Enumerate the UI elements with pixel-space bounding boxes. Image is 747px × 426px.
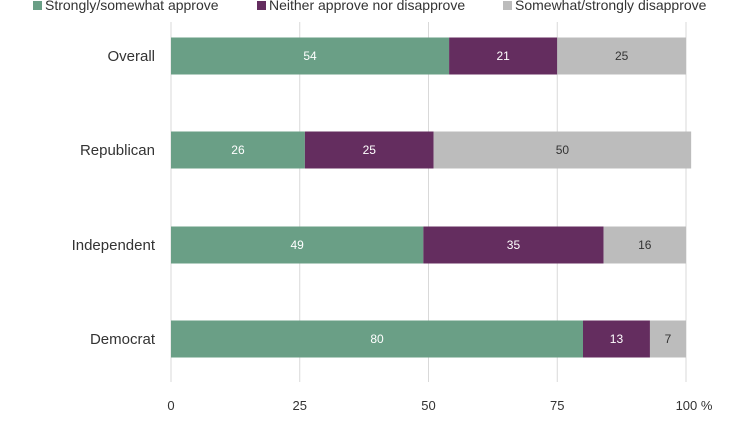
x-tick-label-1: 25 <box>293 398 307 413</box>
data-label-republican-series-1: 25 <box>363 143 377 157</box>
x-axis-ticks: 0 25 50 75 100 % <box>167 398 712 413</box>
bar-overall-series-0 <box>171 37 450 75</box>
category-label-overall: Overall <box>107 48 155 65</box>
bar-overall-series-1 <box>449 37 558 75</box>
data-label-independent-series-2: 16 <box>638 238 652 252</box>
bar-independent-series-2 <box>603 226 686 264</box>
bar-republican-series-1 <box>304 131 434 169</box>
bar-overall-series-2 <box>557 37 686 75</box>
legend-label-1: Neither approve nor disapprove <box>269 0 465 13</box>
data-label-overall-series-1: 21 <box>496 49 510 63</box>
bar-independent-series-1 <box>423 226 604 264</box>
legend-label-0: Strongly/somewhat approve <box>45 0 219 13</box>
bar-democrat-series-1 <box>583 320 650 358</box>
data-label-republican-series-0: 26 <box>231 143 245 157</box>
x-tick-label-0: 0 <box>167 398 174 413</box>
data-label-independent-series-1: 35 <box>507 238 521 252</box>
x-tick-label-3: 75 <box>550 398 564 413</box>
category-label-democrat: Democrat <box>90 331 156 348</box>
legend-item-1: Neither approve nor disapprove <box>257 0 465 13</box>
x-tick-label-2: 50 <box>421 398 435 413</box>
data-labels: 54 21 25 26 25 50 49 35 16 80 13 7 <box>231 49 671 346</box>
legend-item-2: Somewhat/strongly disapprove <box>503 0 707 13</box>
category-label-republican: Republican <box>80 142 155 159</box>
bar-republican-series-2 <box>433 131 692 169</box>
legend-label-2: Somewhat/strongly disapprove <box>515 0 707 13</box>
bar-independent-series-0 <box>171 226 424 264</box>
legend: Strongly/somewhat approve Neither approve… <box>33 0 707 13</box>
category-label-independent: Independent <box>72 237 156 254</box>
category-labels: Overall Republican Independent Democrat <box>72 48 156 348</box>
legend-swatch-2 <box>503 1 512 10</box>
bar-republican-series-0 <box>171 131 305 169</box>
data-label-overall-series-2: 25 <box>615 49 629 63</box>
bar-democrat-series-2 <box>649 320 686 358</box>
data-label-democrat-series-1: 13 <box>610 332 624 346</box>
bars <box>171 37 692 358</box>
bar-democrat-series-0 <box>171 320 583 358</box>
x-tick-label-4: 100 % <box>676 398 713 413</box>
legend-swatch-0 <box>33 1 42 10</box>
data-label-republican-series-2: 50 <box>556 143 570 157</box>
data-label-democrat-series-0: 80 <box>370 332 384 346</box>
legend-item-0: Strongly/somewhat approve <box>33 0 219 13</box>
data-label-overall-series-0: 54 <box>303 49 317 63</box>
data-label-democrat-series-2: 7 <box>665 332 672 346</box>
data-label-independent-series-0: 49 <box>290 238 304 252</box>
legend-swatch-1 <box>257 1 266 10</box>
